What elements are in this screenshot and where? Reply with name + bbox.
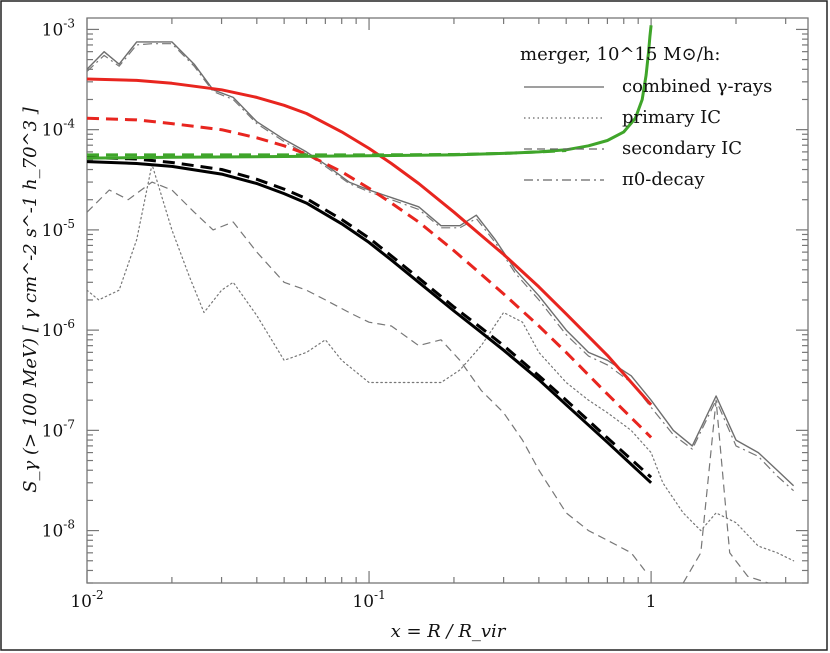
tick-labels: 10-2 10-1 1 10-8 10-7 10-6 10-5 10-4 10-3 <box>42 16 657 612</box>
series-secondary-ic-tail <box>682 399 769 583</box>
legend: merger, 10^15 M⊙/h: combined γ-rays prima… <box>520 44 772 190</box>
legend-label-combined-rays: combined γ-rays <box>622 76 772 97</box>
series-green-model-dashed <box>87 149 567 157</box>
y-tick-label: 10-8 <box>42 518 75 542</box>
series-combined-rays <box>87 41 795 487</box>
y-tick-label: 10-6 <box>42 317 75 341</box>
y-axis-title: S_γ (> 100 MeV) [ γ cm^-2 s^-1 h_70^3 ] <box>20 106 41 493</box>
series-red-model-dashed <box>87 116 653 439</box>
x-tick-label: 1 <box>646 592 657 612</box>
y-tick-label: 10-7 <box>42 417 75 441</box>
series-black-model-dashed <box>87 155 653 479</box>
y-tick-label: 10-4 <box>42 117 76 141</box>
series-secondary-ic <box>87 181 646 571</box>
y-tick-label: 10-3 <box>42 16 75 40</box>
legend-label-0-decay: π0-decay <box>622 169 705 190</box>
legend-label-primary-ic: primary IC <box>622 107 721 128</box>
series-layer <box>87 25 795 583</box>
x-tick-label: 10-1 <box>352 588 385 612</box>
series-primary-ic <box>87 163 795 562</box>
legend-title: merger, 10^15 M⊙/h: <box>520 44 720 65</box>
series-black-model <box>87 160 653 484</box>
legend-label-secondary-ic: secondary IC <box>622 138 742 159</box>
y-tick-label: 10-5 <box>42 217 75 241</box>
axis-ticks <box>86 18 808 584</box>
x-axis-title: x = R / R_vir <box>391 621 507 642</box>
x-tick-label: 10-2 <box>70 588 103 612</box>
